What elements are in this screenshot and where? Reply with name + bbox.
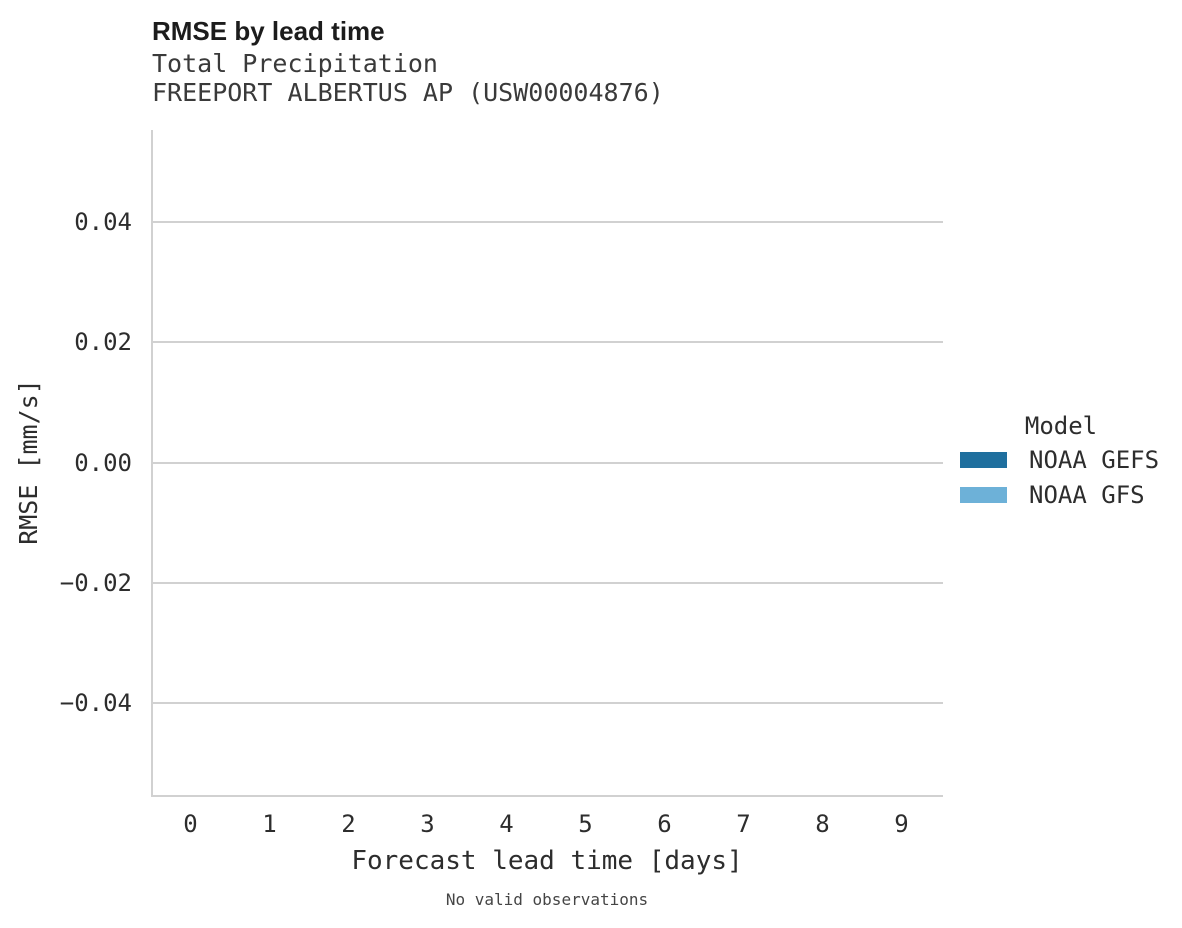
chart-station-label: FREEPORT ALBERTUS AP (USW00004876): [152, 78, 664, 107]
gridline: [153, 461, 943, 464]
gridline: [153, 341, 943, 344]
chart-caption: No valid observations: [445, 890, 649, 909]
x-tick-label: 6: [657, 810, 672, 838]
legend-entry-label: NOAA GFS: [1029, 481, 1145, 509]
legend-title: Model: [1024, 412, 1098, 440]
gridline: [153, 581, 943, 584]
y-tick-label: −0.02: [59, 568, 132, 597]
legend-entries: NOAA GEFS NOAA GFS: [956, 446, 1166, 509]
x-tick-label: 7: [736, 810, 751, 838]
y-tick-label: 0.02: [74, 328, 132, 357]
chart-subtitle: Total Precipitation: [152, 49, 438, 78]
y-tick-label: 0.04: [74, 207, 132, 236]
legend-entry-label: NOAA GEFS: [1029, 446, 1160, 474]
x-axis-title: Forecast lead time [days]: [351, 846, 743, 876]
x-tick-label: 4: [499, 810, 514, 838]
y-tick-label: −0.04: [59, 689, 132, 718]
chart-title: RMSE by lead time: [152, 16, 385, 46]
legend: Model NOAA GEFS NOAA GFS: [956, 412, 1166, 509]
plot-area: [151, 130, 943, 797]
x-tick-label: 9: [894, 810, 909, 838]
y-tick-label: 0.00: [74, 448, 132, 477]
legend-entry: NOAA GEFS: [956, 446, 1166, 474]
legend-swatch-icon: [960, 487, 1007, 503]
x-tick-label: 1: [262, 810, 277, 838]
x-tick-label: 2: [341, 810, 356, 838]
legend-entry: NOAA GFS: [956, 481, 1166, 509]
x-tick-label: 3: [420, 810, 435, 838]
x-tick-label: 0: [183, 810, 198, 838]
legend-swatch-icon: [960, 452, 1007, 468]
gridline: [153, 702, 943, 705]
x-tick-label: 8: [815, 810, 830, 838]
x-tick-label: 5: [578, 810, 593, 838]
gridline: [153, 220, 943, 223]
